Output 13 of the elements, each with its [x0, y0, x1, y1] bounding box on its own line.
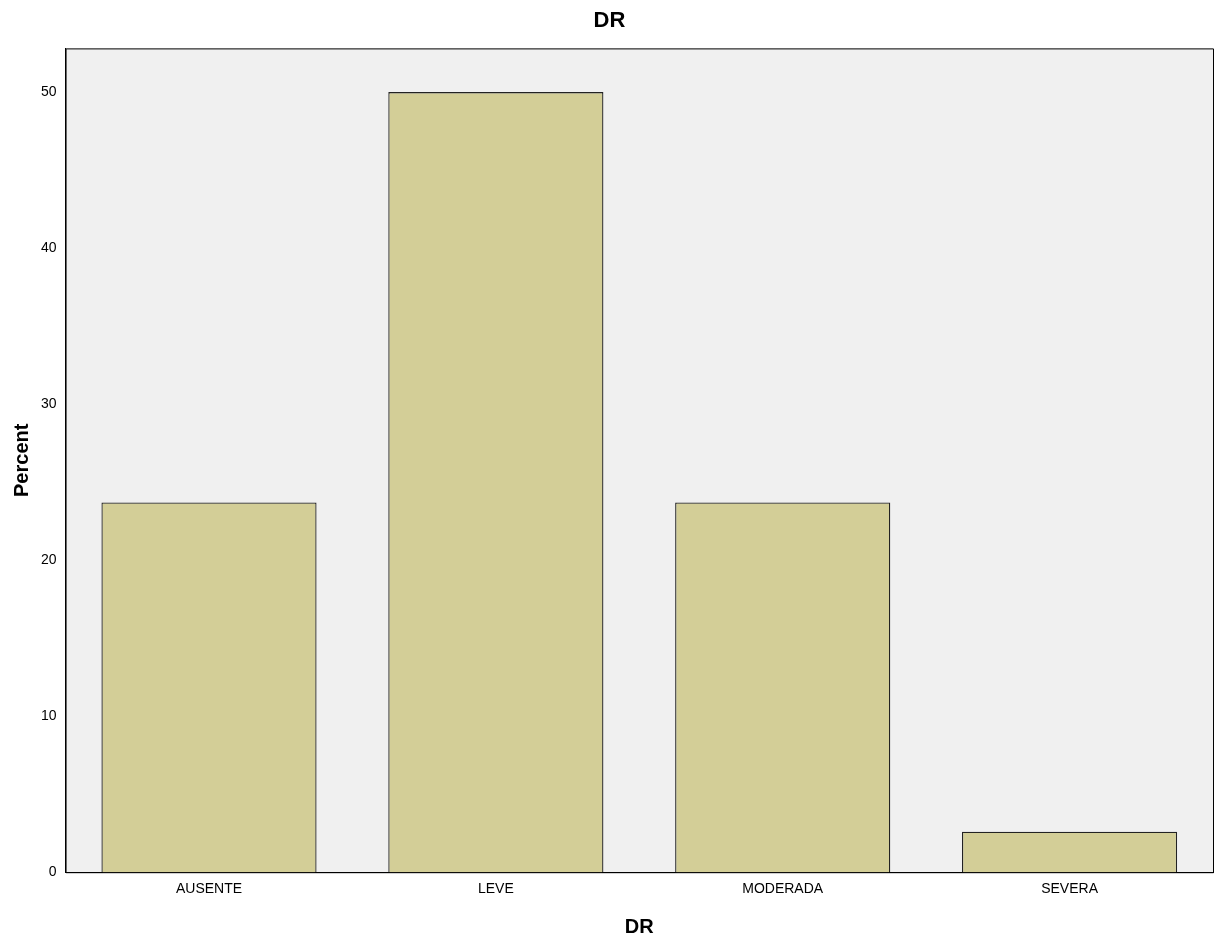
x-tick-label: AUSENTE: [175, 880, 243, 897]
x-axis-title: DR: [624, 914, 655, 937]
x-tick-label: MODERADA: [742, 880, 824, 897]
y-tick-label: 10: [40, 707, 57, 724]
y-axis-title: Percent: [9, 423, 32, 497]
x-tick-label: LEVE: [477, 880, 514, 897]
y-tick-label: 50: [40, 82, 57, 99]
y-tick-label: 40: [40, 238, 57, 255]
chart-title: DR: [593, 7, 626, 33]
x-tick-label: SEVERA: [1041, 880, 1099, 897]
y-tick-label: 20: [40, 551, 57, 568]
y-tick-label: 30: [40, 394, 57, 411]
y-tick-label: 0: [48, 863, 57, 880]
